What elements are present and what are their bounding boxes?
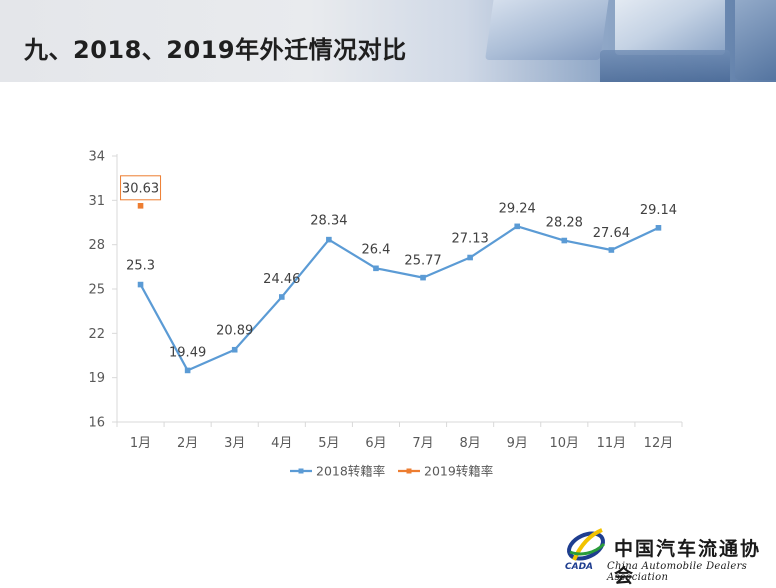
series-2018-point xyxy=(231,346,238,353)
series-2018-data-label: 26.4 xyxy=(361,242,390,257)
series-2018-data-label: 27.64 xyxy=(593,226,630,241)
series-2018-point xyxy=(514,223,521,230)
chart-marks: 25.3 19.49 20.89 24.46 28.34 26.4 25.77 27.13 29… xyxy=(120,175,677,374)
x-tick-label: 10月 xyxy=(550,436,580,451)
series-2018-data-label: 19.49 xyxy=(169,345,206,360)
logo-abbreviation: CADA xyxy=(565,562,594,572)
chart-legend: 2018转籍率 2019转籍率 xyxy=(290,464,493,479)
x-tick-label: 5月 xyxy=(318,436,339,451)
y-tick-label: 22 xyxy=(88,327,105,342)
legend-label: 2019转籍率 xyxy=(424,464,493,479)
series-2019-label-box xyxy=(120,175,162,201)
x-tick-label: 11月 xyxy=(597,436,627,451)
logo-english-name: China Automobile Dealers Association xyxy=(607,561,748,583)
series-2018-line xyxy=(139,225,659,372)
series-2018-point xyxy=(655,225,662,231)
series-2018-point xyxy=(373,265,379,272)
series-2018-data-label: 24.46 xyxy=(263,272,300,287)
series-2018-data-label: 20.89 xyxy=(216,324,253,339)
x-tick-label: 8月 xyxy=(459,436,480,451)
y-tick-label: 28 xyxy=(88,238,105,253)
series-2018-data-label: 25.77 xyxy=(404,254,441,269)
series-2018-point xyxy=(137,281,144,288)
x-tick-label: 3月 xyxy=(224,436,245,451)
series-2018-point xyxy=(278,294,285,300)
series-2018-point xyxy=(561,237,568,244)
y-tick-label: 34 xyxy=(88,150,105,165)
decorative-cube xyxy=(735,0,776,80)
decorative-cube xyxy=(600,50,730,82)
series-2018-data-label: 29.14 xyxy=(640,203,677,218)
series-2018-data-label: 28.34 xyxy=(310,214,347,229)
series-2018-data-label: 28.28 xyxy=(546,216,583,231)
series-2019-point xyxy=(137,203,144,209)
series-2018-point xyxy=(326,236,332,243)
series-2018-data-label: 25.3 xyxy=(126,259,155,274)
y-tick-label: 16 xyxy=(88,416,105,431)
x-tick-label: 6月 xyxy=(365,436,386,451)
cada-emblem-icon xyxy=(567,528,606,561)
series-2018-point xyxy=(184,367,191,374)
legend-swatch-marker xyxy=(298,468,304,474)
y-tick-label: 31 xyxy=(88,194,105,209)
chart-axes: 16 19 22 25 28 31 34 1月 2月 3月 4月 5月 6月 7月 8月 9月 10月 11月 12… xyxy=(88,150,683,451)
series-2018-data-label: 27.13 xyxy=(452,232,489,247)
y-tick-label: 25 xyxy=(88,283,105,298)
cada-logo xyxy=(560,522,776,576)
decorative-cube xyxy=(615,0,725,55)
series-2018-point xyxy=(608,247,615,253)
x-tick-label: 7月 xyxy=(412,436,433,451)
x-tick-label: 12月 xyxy=(644,436,674,451)
x-tick-label: 1月 xyxy=(130,436,151,451)
legend-label: 2018转籍率 xyxy=(316,464,385,479)
x-tick-label: 9月 xyxy=(507,436,528,451)
x-tick-label: 4月 xyxy=(271,436,292,451)
series-2018-point xyxy=(420,274,426,281)
x-tick-label: 2月 xyxy=(177,436,198,451)
series-2018-data-label: 29.24 xyxy=(499,201,536,216)
y-tick-label: 19 xyxy=(88,371,105,386)
series-2019-data-label: 30.63 xyxy=(122,181,159,196)
page-title: 九、2018、2019年外迁情况对比 xyxy=(24,36,407,64)
header-banner xyxy=(0,0,776,82)
series-2018-point xyxy=(467,254,473,261)
legend-swatch-marker xyxy=(406,468,412,474)
